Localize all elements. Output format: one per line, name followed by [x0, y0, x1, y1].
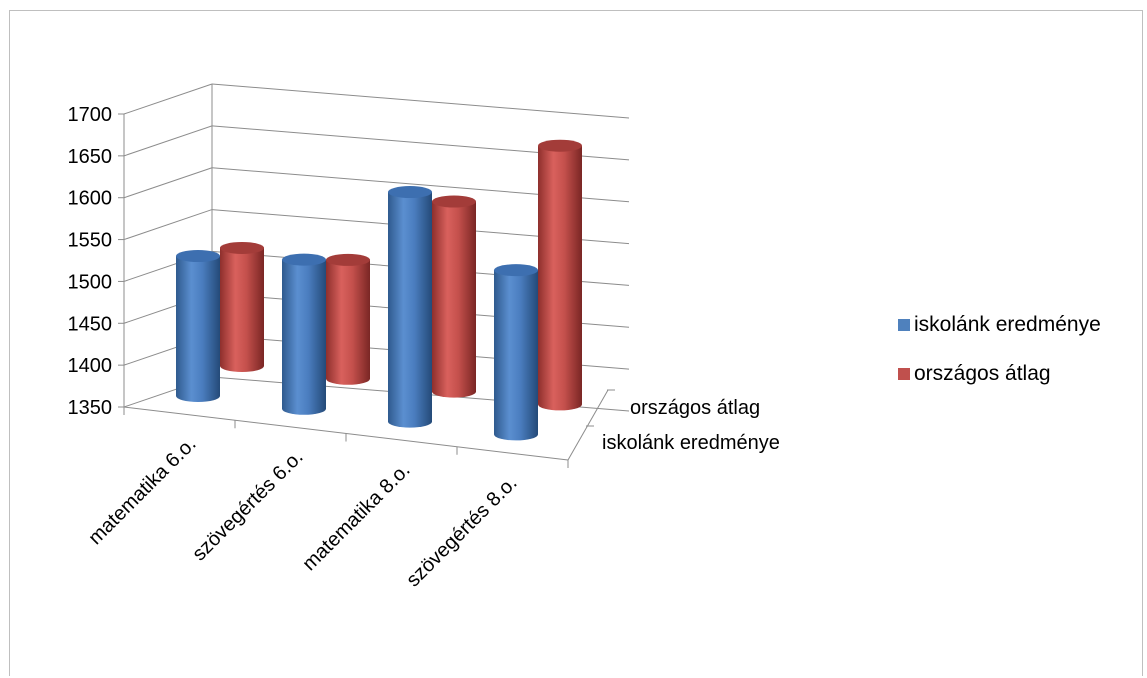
category-label: matematika 8.o. — [298, 459, 414, 575]
legend-swatch-blue — [898, 319, 910, 331]
category-label: matematika 6.o. — [84, 433, 200, 549]
bar-iskolank-2-body — [388, 192, 432, 428]
bar-iskolank-3-top — [494, 264, 538, 277]
bar-iskolank-1-top — [282, 253, 326, 266]
gridline-side — [123, 83, 213, 115]
bar-orszagos-0 — [220, 241, 264, 372]
bar-iskolank-0 — [176, 250, 220, 402]
gridline-side — [123, 125, 213, 157]
bar-iskolank-0-top — [176, 250, 220, 263]
chart-bars — [176, 139, 582, 441]
y-tick-label: 1500 — [68, 271, 113, 293]
bar-iskolank-1-body — [282, 259, 326, 415]
bar-orszagos-2-body — [432, 201, 476, 398]
y-tick-label: 1600 — [68, 188, 113, 210]
chart-frame — [9, 10, 1143, 676]
y-tick-label: 1700 — [68, 104, 113, 126]
gridline-side — [123, 209, 213, 241]
legend-label: országos átlag — [914, 362, 1051, 385]
gridline-side — [123, 167, 213, 199]
bar-orszagos-0-top — [220, 241, 264, 254]
bar-orszagos-2 — [432, 195, 476, 398]
floor-right-edge — [567, 389, 609, 461]
depth-label: iskolánk eredménye — [602, 432, 780, 454]
category-label: szövegértés 6.o. — [188, 446, 307, 565]
bar-orszagos-3-top — [538, 139, 582, 152]
bar-orszagos-1 — [326, 253, 370, 385]
y-tick-label: 1400 — [68, 355, 113, 377]
bar-iskolank-1 — [282, 253, 326, 415]
legend-label: iskolánk eredménye — [914, 313, 1101, 336]
gridline-back — [211, 83, 630, 119]
legend: iskolánk eredménye országos átlag — [898, 313, 1101, 411]
category-label: szövegértés 8.o. — [402, 472, 521, 591]
bar-iskolank-0-body — [176, 256, 220, 402]
legend-item-iskolank: iskolánk eredménye — [898, 313, 1101, 337]
bar-iskolank-2-top — [388, 186, 432, 199]
y-tick-label: 1350 — [68, 397, 113, 419]
bar-iskolank-2 — [388, 186, 432, 428]
legend-swatch-red — [898, 368, 910, 380]
bar-orszagos-0-body — [220, 247, 264, 372]
bar-orszagos-1-top — [326, 253, 370, 266]
y-tick-label: 1550 — [68, 230, 113, 252]
bar-orszagos-3-body — [538, 145, 582, 411]
y-tick-label: 1450 — [68, 313, 113, 335]
y-tick-label: 1650 — [68, 146, 113, 168]
depth-label: országos átlag — [630, 397, 760, 419]
bar-orszagos-1-body — [326, 259, 370, 385]
bar-iskolank-3-body — [494, 270, 538, 441]
bar-orszagos-3 — [538, 139, 582, 411]
legend-item-orszagos: országos átlag — [898, 362, 1101, 386]
bar-orszagos-2-top — [432, 195, 476, 208]
bar-iskolank-3 — [494, 264, 538, 441]
